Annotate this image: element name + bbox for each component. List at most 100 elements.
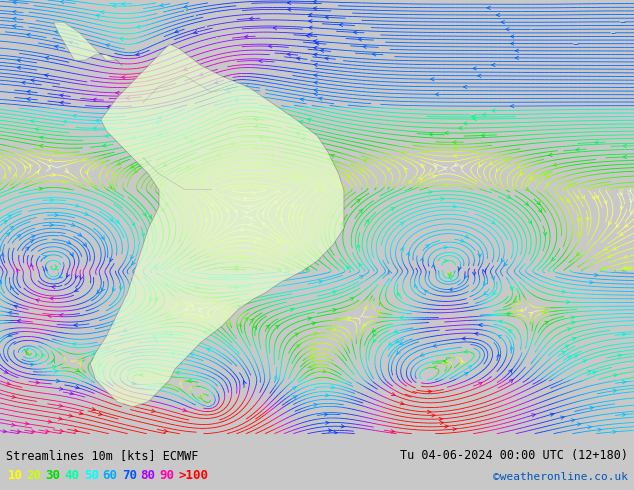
FancyArrowPatch shape xyxy=(126,97,129,100)
FancyArrowPatch shape xyxy=(52,285,55,289)
FancyArrowPatch shape xyxy=(39,187,42,191)
FancyArrowPatch shape xyxy=(36,299,39,302)
FancyArrowPatch shape xyxy=(504,262,507,266)
FancyArrowPatch shape xyxy=(613,389,617,392)
FancyArrowPatch shape xyxy=(339,23,343,26)
FancyArrowPatch shape xyxy=(400,402,404,405)
FancyArrowPatch shape xyxy=(30,240,34,243)
FancyArrowPatch shape xyxy=(175,30,179,33)
FancyArrowPatch shape xyxy=(424,290,428,294)
FancyArrowPatch shape xyxy=(432,175,436,178)
FancyArrowPatch shape xyxy=(67,241,71,244)
FancyArrowPatch shape xyxy=(429,191,432,194)
FancyArrowPatch shape xyxy=(55,213,58,217)
FancyArrowPatch shape xyxy=(306,34,309,38)
FancyArrowPatch shape xyxy=(538,209,541,213)
FancyArrowPatch shape xyxy=(359,264,362,267)
FancyArrowPatch shape xyxy=(17,235,21,238)
FancyArrowPatch shape xyxy=(74,323,77,327)
FancyArrowPatch shape xyxy=(562,290,565,294)
FancyArrowPatch shape xyxy=(454,163,458,166)
FancyArrowPatch shape xyxy=(22,81,25,84)
FancyArrowPatch shape xyxy=(307,317,311,320)
FancyArrowPatch shape xyxy=(590,406,593,410)
FancyArrowPatch shape xyxy=(313,363,316,367)
FancyArrowPatch shape xyxy=(276,207,279,211)
FancyArrowPatch shape xyxy=(13,17,16,21)
FancyArrowPatch shape xyxy=(179,362,182,365)
FancyArrowPatch shape xyxy=(67,273,70,277)
FancyArrowPatch shape xyxy=(225,208,228,212)
FancyArrowPatch shape xyxy=(577,218,580,221)
FancyArrowPatch shape xyxy=(543,312,546,315)
FancyArrowPatch shape xyxy=(14,305,18,308)
FancyArrowPatch shape xyxy=(609,221,612,225)
FancyArrowPatch shape xyxy=(240,254,243,258)
FancyArrowPatch shape xyxy=(571,321,575,324)
FancyArrowPatch shape xyxy=(215,80,218,84)
FancyArrowPatch shape xyxy=(481,134,485,137)
FancyArrowPatch shape xyxy=(254,147,257,150)
FancyArrowPatch shape xyxy=(614,374,617,377)
FancyArrowPatch shape xyxy=(444,259,448,263)
FancyArrowPatch shape xyxy=(320,49,324,52)
FancyArrowPatch shape xyxy=(479,163,482,167)
FancyArrowPatch shape xyxy=(84,212,88,215)
FancyArrowPatch shape xyxy=(319,97,322,100)
FancyArrowPatch shape xyxy=(515,49,519,52)
FancyArrowPatch shape xyxy=(73,343,76,346)
FancyArrowPatch shape xyxy=(195,286,199,289)
FancyArrowPatch shape xyxy=(42,354,45,358)
FancyArrowPatch shape xyxy=(421,165,425,168)
FancyArrowPatch shape xyxy=(296,345,300,348)
FancyArrowPatch shape xyxy=(243,196,247,200)
FancyArrowPatch shape xyxy=(188,379,191,383)
FancyArrowPatch shape xyxy=(184,5,188,8)
FancyArrowPatch shape xyxy=(31,120,34,123)
FancyArrowPatch shape xyxy=(460,239,464,242)
FancyArrowPatch shape xyxy=(190,139,194,142)
FancyArrowPatch shape xyxy=(445,131,448,135)
FancyArrowPatch shape xyxy=(408,180,412,184)
FancyArrowPatch shape xyxy=(106,44,110,47)
FancyArrowPatch shape xyxy=(27,33,30,36)
FancyArrowPatch shape xyxy=(252,191,256,195)
Text: 60: 60 xyxy=(103,468,118,482)
FancyArrowPatch shape xyxy=(227,90,231,93)
FancyArrowPatch shape xyxy=(186,165,190,168)
FancyArrowPatch shape xyxy=(25,422,29,425)
FancyArrowPatch shape xyxy=(25,166,28,170)
FancyArrowPatch shape xyxy=(546,183,550,187)
FancyArrowPatch shape xyxy=(302,137,306,141)
FancyArrowPatch shape xyxy=(631,211,634,215)
FancyArrowPatch shape xyxy=(397,293,400,296)
FancyArrowPatch shape xyxy=(307,118,311,122)
FancyArrowPatch shape xyxy=(160,183,164,187)
FancyArrowPatch shape xyxy=(543,172,547,175)
FancyArrowPatch shape xyxy=(30,264,33,267)
FancyArrowPatch shape xyxy=(25,247,29,250)
FancyArrowPatch shape xyxy=(161,208,164,212)
FancyArrowPatch shape xyxy=(60,429,63,433)
FancyArrowPatch shape xyxy=(300,216,303,220)
FancyArrowPatch shape xyxy=(200,179,204,182)
FancyArrowPatch shape xyxy=(475,332,478,335)
FancyArrowPatch shape xyxy=(27,98,30,101)
FancyArrowPatch shape xyxy=(30,363,34,367)
FancyArrowPatch shape xyxy=(623,333,626,336)
FancyArrowPatch shape xyxy=(553,163,557,166)
FancyArrowPatch shape xyxy=(50,297,53,300)
FancyArrowPatch shape xyxy=(322,188,325,191)
FancyArrowPatch shape xyxy=(4,220,7,224)
FancyArrowPatch shape xyxy=(472,116,476,119)
FancyArrowPatch shape xyxy=(496,13,500,17)
FancyArrowPatch shape xyxy=(309,26,312,29)
FancyArrowPatch shape xyxy=(108,185,112,189)
FancyArrowPatch shape xyxy=(158,133,162,136)
FancyArrowPatch shape xyxy=(59,275,63,278)
FancyArrowPatch shape xyxy=(153,336,156,339)
FancyArrowPatch shape xyxy=(53,366,56,369)
FancyArrowPatch shape xyxy=(296,176,300,179)
FancyArrowPatch shape xyxy=(460,165,463,169)
FancyArrowPatch shape xyxy=(479,382,482,385)
